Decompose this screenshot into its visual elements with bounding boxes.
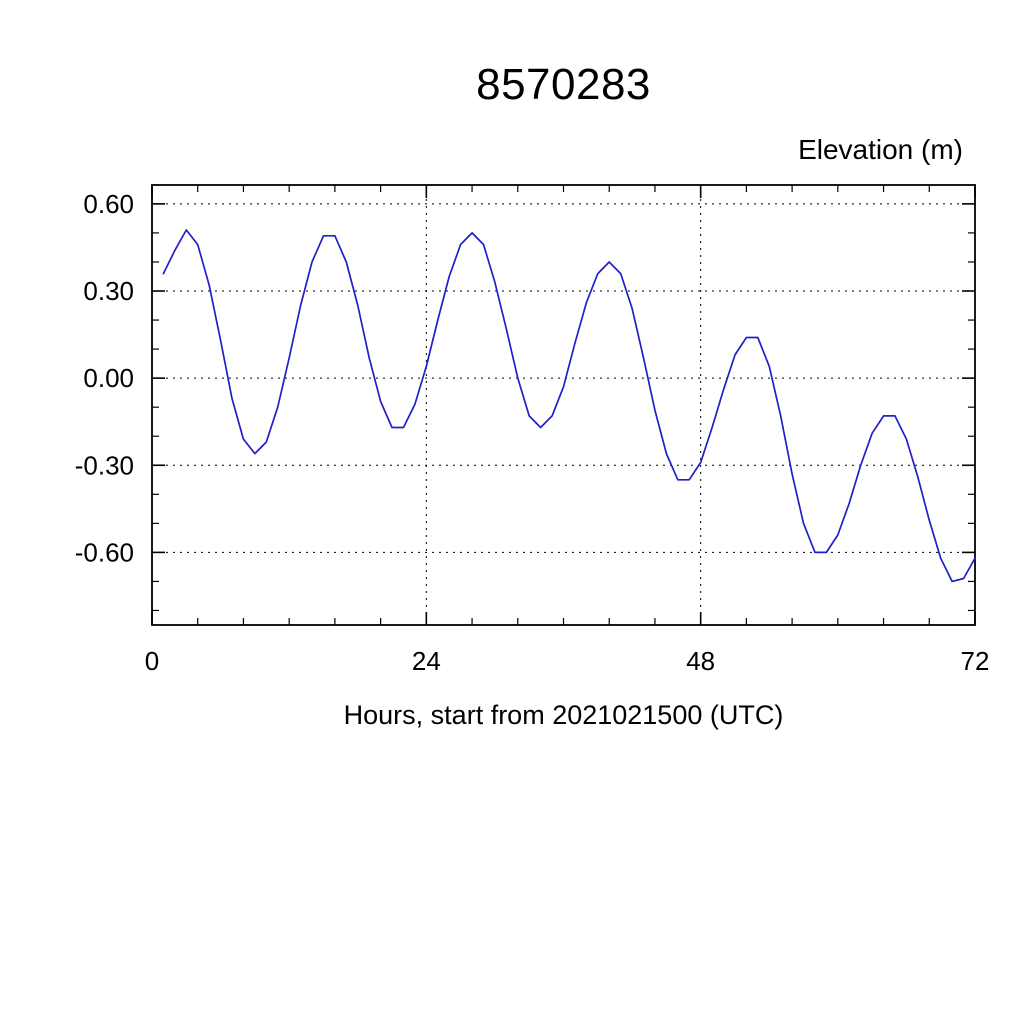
elevation-line	[162, 229, 976, 583]
x-axis-label: Hours, start from 2021021500 (UTC)	[343, 700, 784, 730]
x-tick-label: 48	[686, 646, 715, 676]
y-tick-label: -0.60	[75, 537, 134, 567]
x-tick-label: 24	[412, 646, 441, 676]
y-tick-label: 0.60	[83, 189, 134, 219]
x-tick-label: 0	[145, 646, 159, 676]
y-tick-label: -0.30	[75, 450, 134, 480]
plot-frame	[151, 184, 976, 626]
y-tick-label: 0.00	[83, 363, 134, 393]
x-tick-label: 72	[961, 646, 990, 676]
elevation-axis-label: Elevation (m)	[798, 134, 963, 165]
chart-title: 8570283	[476, 60, 651, 109]
y-tick-label: 0.30	[83, 276, 134, 306]
